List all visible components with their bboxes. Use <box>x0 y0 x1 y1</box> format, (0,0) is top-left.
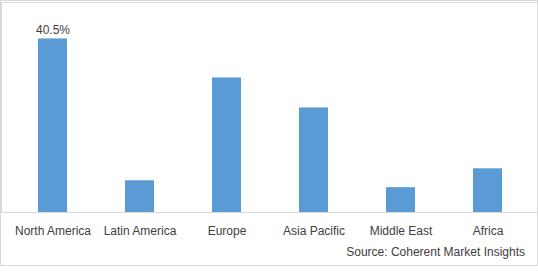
svg-text:Latin America: Latin America <box>104 224 177 238</box>
svg-text:Middle East: Middle East <box>370 224 433 238</box>
svg-text:Africa: Africa <box>473 224 504 238</box>
svg-text:North America: North America <box>15 224 91 238</box>
svg-text:Europe: Europe <box>208 224 247 238</box>
html-text:Source: Coherent Market Insigh: Source: Coherent Market Insights <box>346 245 525 259</box>
svg-text:40.5%: 40.5% <box>36 23 70 37</box>
svg-text:Asia Pacific: Asia Pacific <box>283 224 345 238</box>
